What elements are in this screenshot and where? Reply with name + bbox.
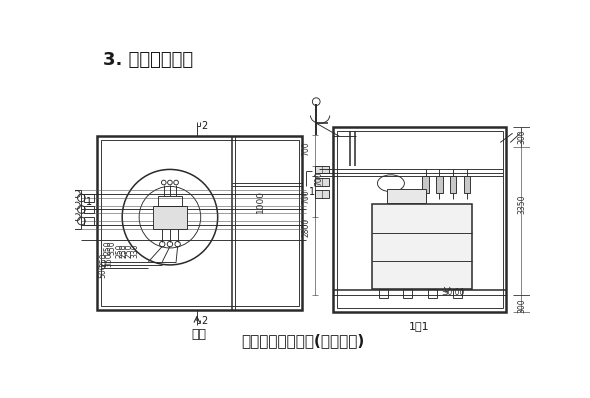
Bar: [453, 289, 462, 298]
Bar: [372, 204, 472, 289]
Text: 300: 300: [517, 129, 526, 144]
Text: 350: 350: [104, 252, 114, 267]
Text: 平面: 平面: [192, 328, 206, 341]
Bar: [437, 176, 442, 193]
Text: 700: 700: [301, 141, 311, 156]
Text: 1－1: 1－1: [409, 321, 430, 331]
Text: 1000: 1000: [256, 190, 266, 213]
Text: 3. 变压器室布置: 3. 变压器室布置: [103, 51, 194, 69]
Text: 250: 250: [119, 243, 128, 258]
Text: 2: 2: [201, 121, 208, 131]
Text: 2800: 2800: [301, 218, 311, 237]
Text: 1: 1: [309, 187, 314, 197]
Bar: [316, 178, 329, 185]
Text: 3350: 3350: [517, 194, 526, 214]
Bar: [333, 127, 506, 312]
Text: 300: 300: [517, 298, 526, 313]
Bar: [101, 140, 299, 306]
Text: 250: 250: [116, 243, 124, 258]
Bar: [316, 190, 329, 198]
Bar: [153, 206, 187, 229]
Text: 1: 1: [86, 197, 92, 207]
Text: 250: 250: [124, 243, 133, 258]
Text: 250: 250: [103, 241, 112, 255]
Text: 330: 330: [130, 243, 139, 258]
Bar: [464, 176, 470, 193]
Bar: [422, 176, 429, 193]
Bar: [158, 196, 182, 206]
Bar: [84, 194, 94, 202]
Text: ±0.00: ±0.00: [441, 288, 464, 297]
Bar: [379, 289, 388, 298]
Bar: [387, 189, 425, 203]
Bar: [403, 289, 412, 298]
Bar: [84, 206, 94, 213]
Bar: [72, 190, 81, 229]
Bar: [316, 166, 329, 173]
Bar: [450, 176, 457, 193]
Bar: [428, 289, 437, 298]
Text: 250: 250: [100, 252, 109, 267]
Bar: [97, 136, 302, 310]
Bar: [337, 131, 503, 308]
Text: 700: 700: [315, 172, 324, 186]
Text: 350: 350: [108, 241, 117, 255]
Text: 变压器宽面推进式(架空进线): 变压器宽面推进式(架空进线): [241, 333, 364, 348]
Text: 700: 700: [301, 189, 311, 204]
Text: 500: 500: [99, 264, 107, 278]
Text: 2: 2: [201, 316, 208, 326]
Bar: [84, 217, 94, 225]
